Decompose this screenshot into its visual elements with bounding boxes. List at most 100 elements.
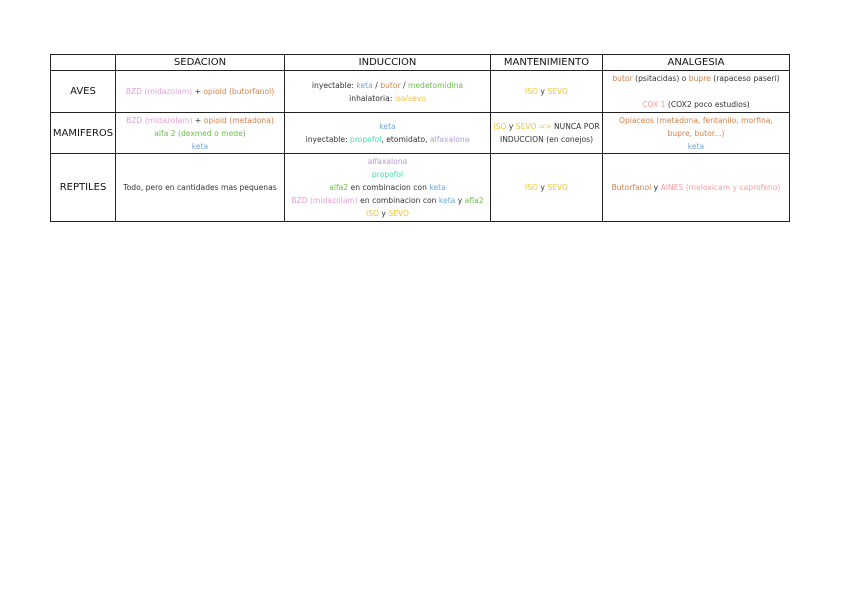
text-segment: opioid (butorfanol) <box>203 87 275 96</box>
text-segment: (rapaceso paseri) <box>710 74 780 83</box>
text-segment: y <box>506 122 516 131</box>
cell-line: butor (psitacidas) o bupre (rapaceso pas… <box>604 72 788 85</box>
cell-line: propofol <box>286 168 489 181</box>
text-segment: bupre <box>688 74 711 83</box>
text-segment: bupre, butor...) <box>667 128 725 138</box>
cell-line: keta <box>604 140 788 153</box>
text-segment: INDUCCION (en conejos) <box>499 135 594 144</box>
table-row: AVES BZD (midazolam) + opioid (butorfanol… <box>50 70 790 113</box>
text-segment: (COX2 poco estudios) <box>665 100 750 109</box>
cell-line: INDUCCION (en conejos) <box>492 133 601 146</box>
header-mantenimiento: MANTENIMIENTO <box>490 54 603 71</box>
cell-mantenimiento: ISO y SEVO <box>490 153 603 222</box>
text-segment: keta <box>438 196 456 205</box>
text-segment: medetomidina <box>407 80 464 90</box>
text-segment: SEVO => <box>515 122 552 131</box>
cell-line <box>604 85 788 98</box>
text-segment: , etomidato, <box>381 135 430 144</box>
text-segment: iso/sevo <box>394 93 426 103</box>
cell-line: bupre, butor...) <box>604 127 788 140</box>
text-segment: / <box>372 80 381 90</box>
text-segment: SEVO <box>547 183 569 192</box>
cell-line: ISO y SEVO => NUNCA POR <box>492 120 601 133</box>
text-segment: AINES (meloxicam y caprofeno) <box>660 183 781 192</box>
cell-line: BZD (midazolam) + opioid (butorfanol) <box>117 85 283 98</box>
text-segment: propofol <box>371 170 404 179</box>
cell-line: ISO y SEVO <box>492 85 601 98</box>
header-row: SEDACION INDUCCION MANTENIMIENTO ANALGES… <box>50 54 790 71</box>
text-segment: ISO <box>524 183 539 192</box>
text-segment: BZD (midazolam) <box>125 87 193 96</box>
text-segment: en combinacion con <box>357 196 439 205</box>
text-segment: y <box>538 183 548 192</box>
text-segment: en combinacion con <box>348 183 430 192</box>
text-segment: BZD (midazolam) <box>126 115 193 125</box>
text-segment: y <box>538 87 548 96</box>
text-segment: alfaxalona <box>367 157 408 166</box>
cell-mantenimiento: ISO y SEVO => NUNCA POR INDUCCION (en con… <box>490 112 603 154</box>
cell-line: Opiaceos (metadona, fentanilo, morfina, <box>604 114 788 127</box>
header-empty <box>50 54 116 71</box>
cell-line: inhalatoria: iso/sevo <box>286 92 489 105</box>
text-segment: BZD (midazolam) <box>291 196 358 205</box>
cell-line: keta <box>117 140 283 153</box>
text-segment: afla2 <box>464 196 484 205</box>
text-segment: opioid (metadona) <box>203 115 274 125</box>
cell-induccion: alfaxalona propofol alfa2 en combinacion c… <box>284 153 491 222</box>
cell-line: BZD (midazolam) + opioid (metadona) <box>117 114 283 127</box>
text-segment: y <box>651 183 661 192</box>
protocol-table: SEDACION INDUCCION MANTENIMIENTO ANALGES… <box>50 54 790 222</box>
cell-line: Butorfanol y AINES (meloxicam y caprofen… <box>604 181 788 194</box>
text-segment: NUNCA POR <box>551 122 600 131</box>
text-segment: keta <box>356 80 373 90</box>
cell-line: ISO y SEVO <box>286 207 489 220</box>
row-label: REPTILES <box>50 153 116 222</box>
text-segment: butor <box>380 80 401 90</box>
text-segment: y <box>379 209 389 218</box>
text-segment: COX 1 <box>642 100 666 109</box>
text-segment: Todo, pero en cantidades mas pequenas <box>123 183 277 192</box>
text-segment: ISO <box>524 87 539 96</box>
cell-line: alfa2 en combinacion con keta <box>286 181 489 194</box>
cell-line: keta <box>286 120 489 133</box>
cell-sedacion: BZD (midazolam) + opioid (metadona) alfa … <box>115 112 285 154</box>
text-segment: butor <box>612 74 633 83</box>
cell-induccion: keta inyectable: propofol, etomidato, alf… <box>284 112 491 154</box>
text-segment: Butorfanol <box>611 183 652 192</box>
text-segment: inyectable: <box>311 80 357 90</box>
text-segment: y <box>455 196 465 205</box>
cell-line: ISO y SEVO <box>492 181 601 194</box>
text-segment: / <box>400 80 408 90</box>
cell-line: COX 1 (COX2 poco estudios) <box>604 98 788 111</box>
cell-line: inyectable: keta / butor / medetomidina <box>286 79 489 92</box>
cell-line: alfa 2 (dexmed o mede) <box>117 127 283 140</box>
text-segment: (psitacidas) o <box>632 74 689 83</box>
header-analgesia: ANALGESIA <box>602 54 790 71</box>
table-row: REPTILES Todo, pero en cantidades mas peq… <box>50 153 790 222</box>
cell-analgesia: butor (psitacidas) o bupre (rapaceso pas… <box>602 70 790 113</box>
text-segment: alfaxalona <box>429 135 470 144</box>
text-segment: keta <box>379 122 396 131</box>
text-segment: alfa 2 (dexmed o mede) <box>154 128 246 138</box>
header-sedacion: SEDACION <box>115 54 285 71</box>
text-segment: inyectable: <box>305 135 351 144</box>
row-label: AVES <box>50 70 116 113</box>
text-segment: + <box>192 115 204 125</box>
text-segment: inhalatoria: <box>349 93 395 103</box>
text-segment: keta <box>687 141 705 151</box>
text-segment: alfa2 <box>329 183 349 192</box>
table-row: MAMIFEROS BZD (midazolam) + opioid (metad… <box>50 112 790 154</box>
cell-line: BZD (midazolam) en combinacion con keta … <box>286 194 489 207</box>
cell-line: Todo, pero en cantidades mas pequenas <box>117 181 283 194</box>
text-segment: Opiaceos (metadona, fentanilo, morfina, <box>619 115 773 125</box>
text-segment: keta <box>429 183 446 192</box>
cell-sedacion: Todo, pero en cantidades mas pequenas <box>115 153 285 222</box>
text-segment: ISO <box>365 209 380 218</box>
text-segment: SEVO <box>388 209 410 218</box>
cell-analgesia: Opiaceos (metadona, fentanilo, morfina, b… <box>602 112 790 154</box>
header-induccion: INDUCCION <box>284 54 491 71</box>
cell-line: alfaxalona <box>286 155 489 168</box>
row-label: MAMIFEROS <box>50 112 116 154</box>
cell-line: inyectable: propofol, etomidato, alfaxal… <box>286 133 489 146</box>
text-segment: SEVO <box>547 87 569 96</box>
